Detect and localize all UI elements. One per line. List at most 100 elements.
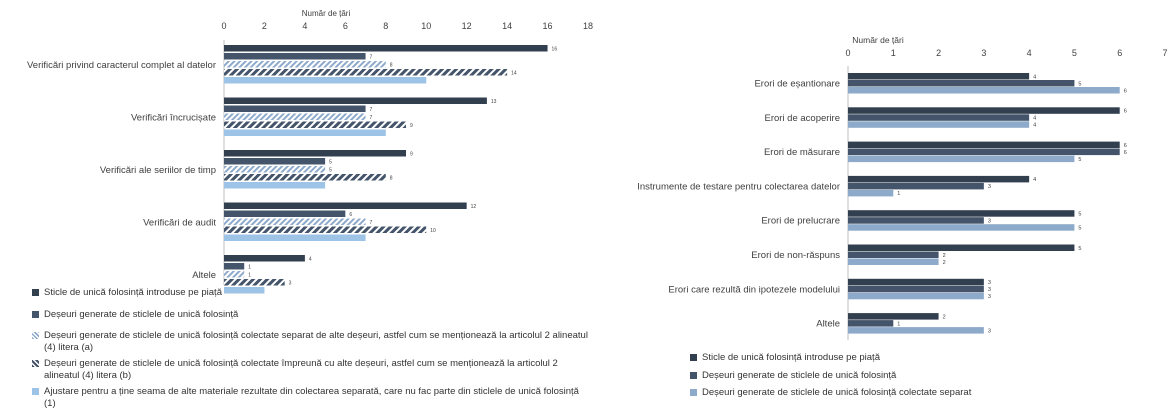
data-label: 16 [552, 46, 558, 52]
data-label: 7 [370, 54, 373, 60]
bar [848, 148, 1120, 156]
bar [224, 77, 427, 84]
x-tick-label: 2 [936, 48, 941, 58]
data-label: 6 [1124, 143, 1127, 149]
data-label: 3 [988, 287, 991, 293]
bar [224, 234, 366, 241]
legend-swatch [32, 388, 39, 395]
legend-swatch [32, 360, 39, 367]
bar [848, 80, 1075, 87]
bar [224, 150, 406, 157]
bar [848, 278, 984, 286]
data-label: 3 [988, 280, 991, 286]
bar [848, 114, 1030, 121]
data-label: 6 [349, 212, 352, 218]
category-label: Altele [192, 270, 216, 281]
bar [848, 189, 894, 197]
bar [224, 255, 305, 262]
bar [848, 182, 984, 190]
data-label: 3 [988, 219, 991, 225]
data-label: 4 [1033, 74, 1036, 80]
data-label: 4 [1033, 177, 1036, 183]
data-label: 9 [410, 123, 413, 129]
data-label: 4 [1033, 123, 1036, 129]
bar [848, 313, 939, 320]
legend-label: Deșeuri generate de sticlele de unică fo… [44, 358, 558, 381]
x-tick-label: 18 [583, 21, 593, 31]
data-label: 12 [471, 204, 477, 210]
x-tick-label: 10 [421, 21, 431, 31]
x-tick-label: 12 [462, 21, 472, 31]
bar [224, 45, 548, 52]
bar [848, 210, 1075, 217]
x-tick-label: 16 [543, 21, 553, 31]
category-label: Instrumente de testare pentru colectarea… [637, 181, 840, 192]
bar [848, 285, 984, 293]
bar [848, 141, 1120, 149]
bar [848, 87, 1120, 94]
category-label: Erori de non-răspuns [751, 250, 840, 261]
x-tick-label: 6 [1117, 48, 1122, 58]
x-tick-label: 4 [302, 21, 307, 31]
legend-swatch [690, 371, 697, 379]
data-label: 1 [897, 321, 900, 327]
x-tick-label: 6 [343, 21, 348, 31]
data-label: 5 [1078, 246, 1081, 252]
bar [848, 155, 1075, 163]
bar [848, 244, 1075, 251]
legend-item: Deșeuri generate de sticlele de unică fo… [690, 387, 1170, 399]
x-tick-label: 14 [502, 21, 512, 31]
x-tick-label: 7 [1162, 48, 1167, 58]
bar [224, 69, 508, 76]
category-label: Verificări privind caracterul complet al… [27, 60, 216, 71]
category-label: Verificări ale seriilor de timp [100, 165, 216, 176]
bar [848, 73, 1030, 80]
chart-verification-methods: Număr de țări 0 2 4 6 8 10 12 14 16 18Verificări … [27, 9, 593, 294]
bar [224, 121, 406, 128]
bar [224, 202, 467, 209]
category-label: Erori de eșantionare [754, 79, 840, 90]
data-label: 5 [1078, 226, 1081, 232]
x-tick-label: 1 [891, 48, 896, 58]
bar [224, 113, 366, 120]
data-label: 10 [430, 228, 436, 234]
data-label: 5 [329, 159, 332, 165]
data-label: 4 [1033, 116, 1036, 122]
legend-right: Sticle de unică folosință introduse pe p… [690, 352, 1170, 404]
legend-label: Ajustare pentru a ține seama de alte mat… [44, 386, 579, 409]
data-label: 7 [370, 220, 373, 226]
data-label: 5 [1078, 81, 1081, 87]
data-label: 8 [390, 175, 393, 181]
bar [224, 97, 487, 104]
bar [224, 158, 326, 165]
x-tick-label: 3 [981, 48, 986, 58]
data-label: 5 [1078, 212, 1081, 218]
data-label: 7 [370, 107, 373, 113]
legend-item: Deșeuri generate de sticlele de unică fo… [690, 370, 1170, 382]
data-label: 1 [248, 272, 251, 278]
data-label: 9 [410, 151, 413, 157]
data-label: 3 [988, 294, 991, 300]
legend-item: Deșeuri generate de sticlele de unică fo… [32, 309, 592, 321]
category-label: Erori de măsurare [764, 147, 840, 158]
bar [848, 107, 1120, 114]
bar [224, 182, 326, 189]
bar [848, 327, 984, 334]
category-label: Erori care rezultă din ipotezele modelul… [668, 284, 840, 295]
data-label: 1 [897, 191, 900, 197]
x-tick-label: 4 [1027, 48, 1032, 58]
legend-item: Sticle de unică folosință introduse pe p… [690, 352, 1170, 364]
bar [224, 263, 245, 270]
data-label: 2 [943, 253, 946, 259]
data-label: 8 [390, 62, 393, 68]
data-label: 2 [943, 314, 946, 320]
legend-swatch [690, 354, 697, 361]
bar [224, 271, 245, 278]
bar [224, 210, 346, 217]
legend-item: Sticle de unică folosință introduse pe p… [32, 287, 592, 299]
x-tick-label: 5 [1072, 48, 1077, 58]
x-tick-label: 8 [383, 21, 388, 31]
data-label: 3 [289, 280, 292, 286]
legend-swatch [32, 289, 39, 296]
bar [848, 292, 984, 300]
